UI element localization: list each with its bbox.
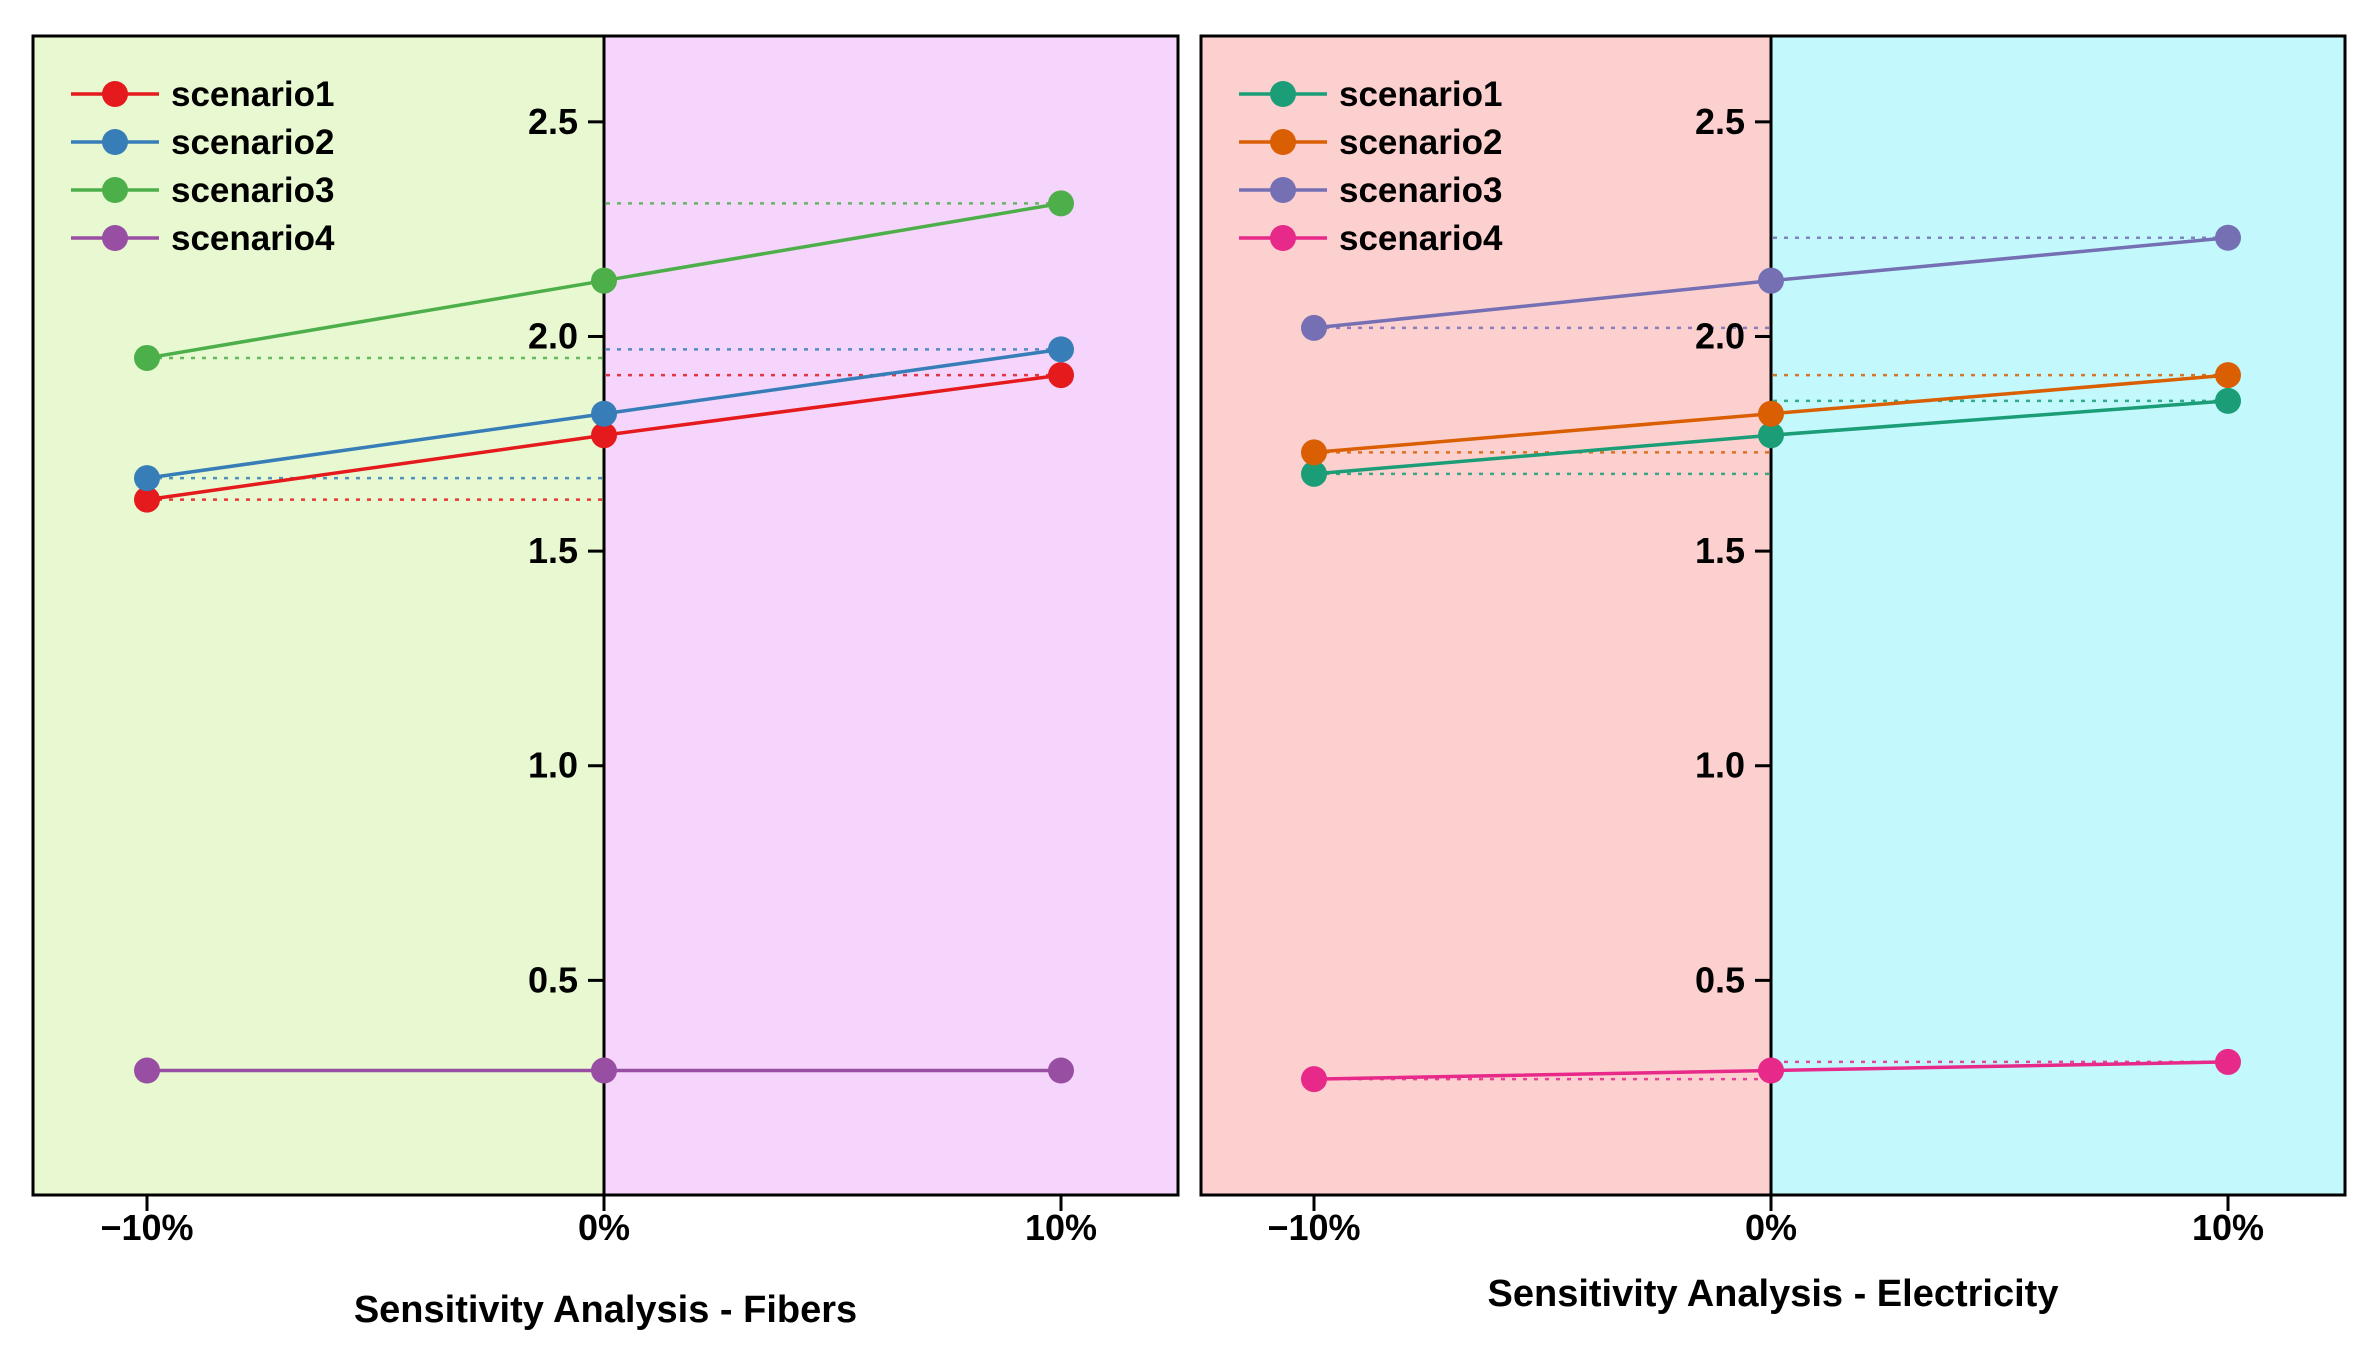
legend-marker bbox=[1270, 225, 1296, 251]
data-point-scenario3 bbox=[1301, 314, 1327, 341]
chart-electricity: 0.5 1.0 1.5 2.0 2.5 −10% 0% 10% Sensitivity Anal… bbox=[1199, 34, 2347, 1315]
legend-label: scenario3 bbox=[171, 171, 334, 210]
y-tick-label: 1.0 bbox=[1695, 745, 1745, 786]
legend-label: scenario2 bbox=[1339, 123, 1502, 162]
legend: scenario1 scenario2 scenario3 scenario4 bbox=[1239, 75, 1503, 258]
region-right bbox=[604, 36, 1178, 1195]
data-point-scenario3 bbox=[134, 344, 160, 371]
y-tick-label: 2.5 bbox=[528, 101, 578, 142]
legend-marker bbox=[102, 225, 128, 251]
data-point-scenario2 bbox=[134, 465, 160, 492]
data-point-scenario1 bbox=[1758, 422, 1784, 449]
y-tick-label: 2.0 bbox=[1695, 315, 1745, 356]
y-tick-label: 2.5 bbox=[1695, 101, 1745, 142]
data-point-scenario3 bbox=[1758, 267, 1784, 294]
legend-marker bbox=[1270, 81, 1296, 107]
data-point-scenario4 bbox=[1301, 1066, 1327, 1093]
y-tick-label: 1.5 bbox=[528, 530, 578, 571]
data-point-scenario1 bbox=[591, 422, 617, 449]
data-point-scenario2 bbox=[1758, 400, 1784, 427]
plot-frame bbox=[1199, 34, 2347, 1197]
legend-label: scenario4 bbox=[1339, 219, 1503, 258]
y-tick-label: 1.5 bbox=[1695, 530, 1745, 571]
legend-label: scenario2 bbox=[171, 123, 334, 162]
legend: scenario1 scenario2 scenario3 scenario4 bbox=[71, 75, 335, 258]
chart-fibers: 0.5 1.0 1.5 2.0 2.5 −10% 0% 10% Sensitivity Anal… bbox=[31, 34, 1180, 1331]
data-point-scenario2 bbox=[591, 400, 617, 427]
legend-marker bbox=[102, 129, 128, 155]
data-point-scenario3 bbox=[1048, 190, 1074, 217]
data-point-scenario1 bbox=[134, 486, 160, 513]
legend-label: scenario1 bbox=[171, 75, 334, 114]
legend-marker bbox=[102, 81, 128, 107]
region-right bbox=[1771, 36, 2345, 1195]
data-point-scenario3 bbox=[591, 267, 617, 294]
x-tick-label: −10% bbox=[1267, 1207, 1360, 1248]
data-point-scenario2 bbox=[1048, 336, 1074, 363]
data-point-scenario4 bbox=[2215, 1048, 2241, 1075]
x-axis-title: Sensitivity Analysis - Fibers bbox=[354, 1289, 857, 1331]
legend-marker bbox=[102, 177, 128, 203]
x-tick-label: −10% bbox=[100, 1207, 193, 1248]
data-point-scenario4 bbox=[134, 1057, 160, 1084]
y-tick-label: 2.0 bbox=[528, 315, 578, 356]
y-tick-label: 0.5 bbox=[1695, 959, 1745, 1000]
data-point-scenario4 bbox=[591, 1057, 617, 1084]
y-tick-label: 0.5 bbox=[528, 959, 578, 1000]
region-left bbox=[33, 36, 604, 1195]
data-point-scenario1 bbox=[1301, 460, 1327, 487]
legend-marker bbox=[1270, 129, 1296, 155]
data-point-scenario1 bbox=[1048, 362, 1074, 389]
y-tick-label: 1.0 bbox=[528, 745, 578, 786]
x-tick-label: 0% bbox=[578, 1207, 630, 1248]
data-point-scenario2 bbox=[2215, 362, 2241, 389]
data-point-scenario4 bbox=[1758, 1057, 1784, 1084]
legend-label: scenario3 bbox=[1339, 171, 1502, 210]
legend-label: scenario4 bbox=[171, 219, 335, 258]
legend-marker bbox=[1270, 177, 1296, 203]
legend-label: scenario1 bbox=[1339, 75, 1502, 114]
x-tick-label: 10% bbox=[1025, 1207, 1097, 1248]
data-point-scenario1 bbox=[2215, 387, 2241, 414]
data-point-scenario3 bbox=[2215, 224, 2241, 251]
x-tick-label: 10% bbox=[2192, 1207, 2264, 1248]
region-left bbox=[1201, 36, 1771, 1195]
data-point-scenario2 bbox=[1301, 439, 1327, 466]
data-point-scenario4 bbox=[1048, 1057, 1074, 1084]
x-tick-label: 0% bbox=[1745, 1207, 1797, 1248]
x-axis-title: Sensitivity Analysis - Electricity bbox=[1488, 1273, 2059, 1315]
